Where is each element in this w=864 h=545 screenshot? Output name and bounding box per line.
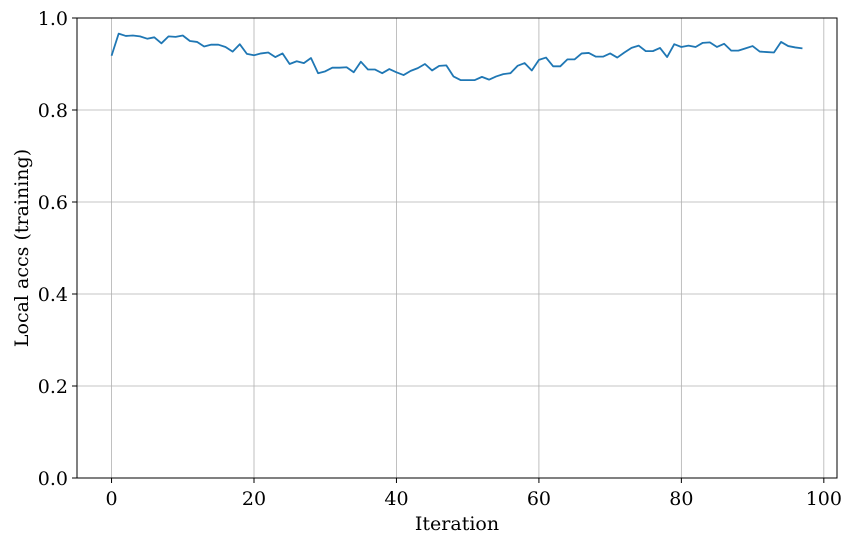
y-tick-label: 0.0 [38, 468, 68, 490]
x-tick-label: 80 [669, 488, 693, 510]
y-tick-label: 0.6 [38, 192, 68, 214]
x-tick-label: 40 [384, 488, 408, 510]
x-tick-label: 0 [105, 488, 117, 510]
x-axis-label: Iteration [415, 513, 499, 535]
y-tick-label: 0.4 [38, 284, 68, 306]
plot-frame [76, 17, 838, 479]
series-line [110, 32, 803, 81]
tick-layer: 0 20 40 60 80 100 0.0 0.2 0.4 0.6 0.8 1.0 [38, 8, 842, 510]
x-tick-label: 20 [242, 488, 266, 510]
series-layer [110, 32, 803, 81]
y-tick-label: 0.8 [38, 100, 68, 122]
x-tick-label: 60 [527, 488, 551, 510]
y-tick-label: 1.0 [38, 8, 68, 30]
grid-layer [77, 17, 837, 479]
x-tick-label: 100 [806, 488, 842, 510]
y-axis-label: Local accs (training) [11, 149, 33, 347]
y-tick-label: 0.2 [38, 376, 68, 398]
